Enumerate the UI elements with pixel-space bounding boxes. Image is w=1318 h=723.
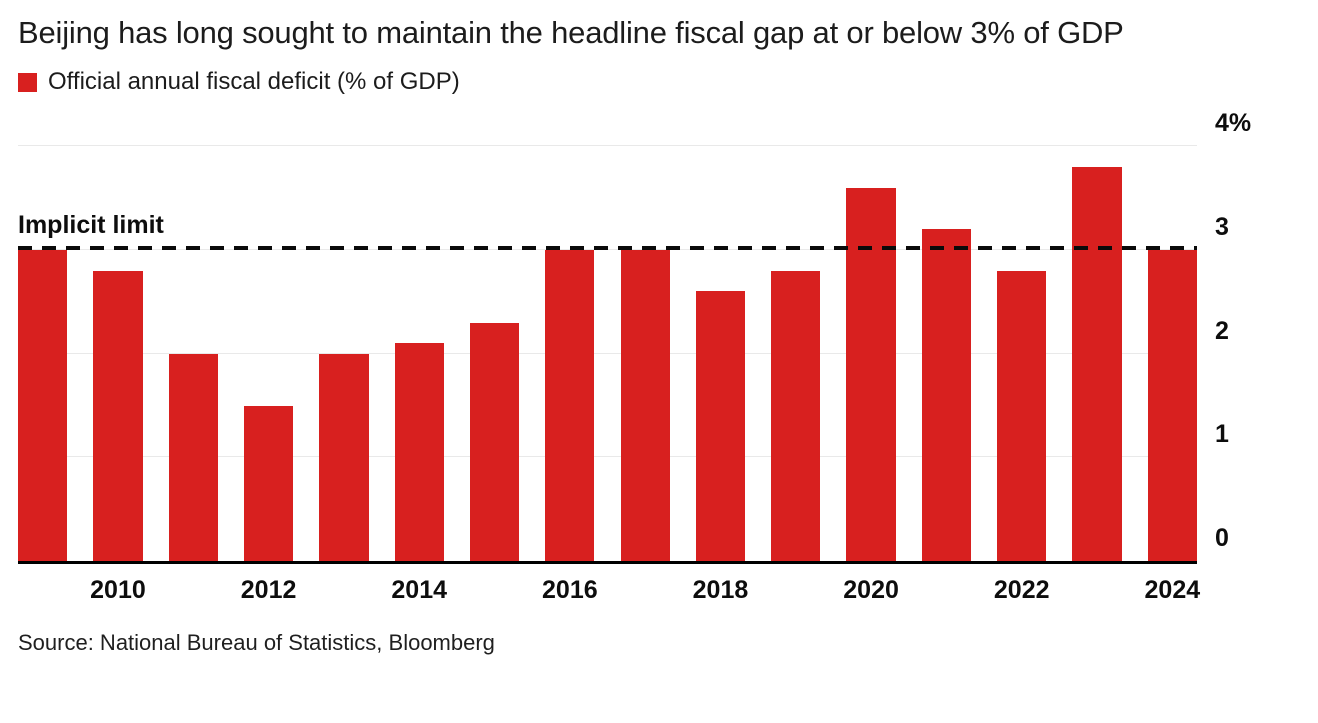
bar-2017	[620, 249, 670, 562]
x-axis-tick-label: 2014	[391, 576, 448, 605]
bar-2012	[243, 405, 294, 562]
source-note: Source: National Bureau of Statistics, B…	[18, 630, 495, 656]
y-axis-tick-label: 1	[1215, 420, 1229, 449]
x-axis-tick-label: 2022	[993, 576, 1050, 605]
bar-2011	[168, 353, 218, 562]
bar-2019	[771, 270, 821, 562]
bar-2010	[93, 270, 143, 562]
gridline	[18, 145, 1197, 147]
bar-2016	[545, 249, 595, 562]
x-axis-tick-label: 2010	[90, 576, 146, 605]
x-axis-tick-label: 2018	[692, 576, 749, 605]
bar-2014	[394, 343, 444, 562]
gridline	[18, 456, 1197, 458]
bar-2022	[997, 270, 1047, 562]
bars	[18, 146, 1197, 562]
plot-area: Implicit limit 4% 3 2 1 0	[18, 109, 1251, 565]
y-axis-tick-label: 0	[1215, 524, 1229, 553]
y-axis-tick-label: 4%	[1215, 109, 1252, 138]
x-axis-tick-label: 2012	[240, 576, 297, 605]
gridline	[18, 352, 1197, 354]
bar-2023	[1072, 166, 1122, 562]
y-axis-tick-label: 2	[1215, 316, 1229, 345]
legend: Official annual fiscal deficit (% of GDP…	[18, 68, 1300, 96]
implicit-limit-label: Implicit limit	[18, 210, 164, 239]
bar-2024	[1147, 249, 1197, 562]
x-axis-tick-label: 2020	[843, 576, 899, 605]
bar-2018	[695, 291, 746, 562]
implicit-limit-line	[18, 245, 1197, 250]
chart-title: Beijing has long sought to maintain the …	[18, 15, 1124, 50]
bar-2021	[921, 229, 972, 562]
x-axis-tick-label: 2016	[542, 576, 598, 605]
bar-2013	[319, 353, 369, 562]
bar-chart: Implicit limit 4% 3 2 1 0 2010 2012 2014 2016 20…	[18, 109, 1300, 612]
legend-label: Official annual fiscal deficit (% of GDP…	[48, 68, 460, 96]
bar-2015	[469, 322, 520, 562]
y-axis-tick-label: 3	[1215, 212, 1229, 241]
x-axis-labels: 2010 2012 2014 2016 2018 2020 2022 2024	[18, 564, 1200, 612]
bar-2009	[18, 249, 68, 562]
legend-swatch-icon	[18, 72, 37, 92]
x-axis-tick-label: 2024	[1144, 576, 1201, 605]
bar-2020	[846, 187, 896, 562]
